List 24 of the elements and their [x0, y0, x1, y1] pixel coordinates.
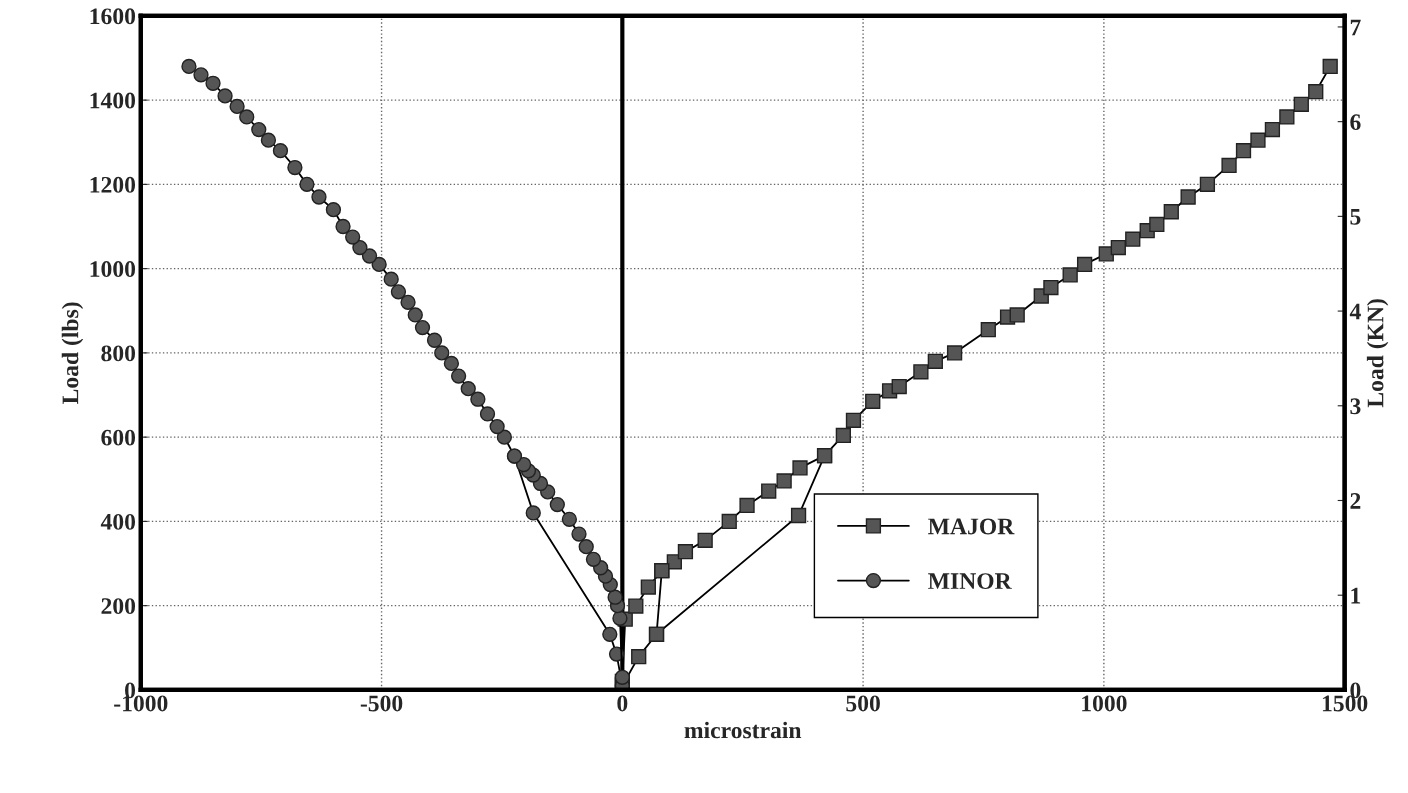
y-tick-label: 200: [101, 598, 136, 615]
x-tick-label: 0: [617, 695, 628, 712]
y-tick-label: 400: [100, 513, 136, 530]
y-tick-label: 1000: [90, 261, 136, 278]
y2-tick-label: 5: [1350, 209, 1361, 225]
y2-tick-label: 1: [1351, 587, 1361, 604]
x-axis-title: microstrain: [684, 721, 802, 739]
x-tick-label: -500: [360, 695, 403, 712]
y2-tick-label: 2: [1350, 493, 1361, 509]
y-tick-label: 600: [101, 429, 136, 446]
y-tick-label: 800: [101, 345, 136, 362]
legend-label: MINOR: [928, 573, 1012, 590]
y2-tick-label: 3: [1350, 398, 1361, 415]
y-tick-label: 1200: [90, 176, 136, 193]
y2-axis-title: Load (KN): [1366, 299, 1389, 408]
x-tick-label: 1000: [1082, 695, 1127, 712]
y2-tick-label: 7: [1350, 19, 1361, 36]
y-tick-label: 1400: [90, 92, 136, 109]
legend-label: MAJOR: [928, 518, 1015, 535]
y2-tick-label: 4: [1349, 303, 1361, 320]
x-tick-label: 500: [846, 695, 880, 712]
y2-tick-label: 6: [1350, 114, 1361, 131]
y-axis-title: Load (lbs): [61, 302, 84, 404]
y-tick-label: 1600: [90, 8, 136, 25]
